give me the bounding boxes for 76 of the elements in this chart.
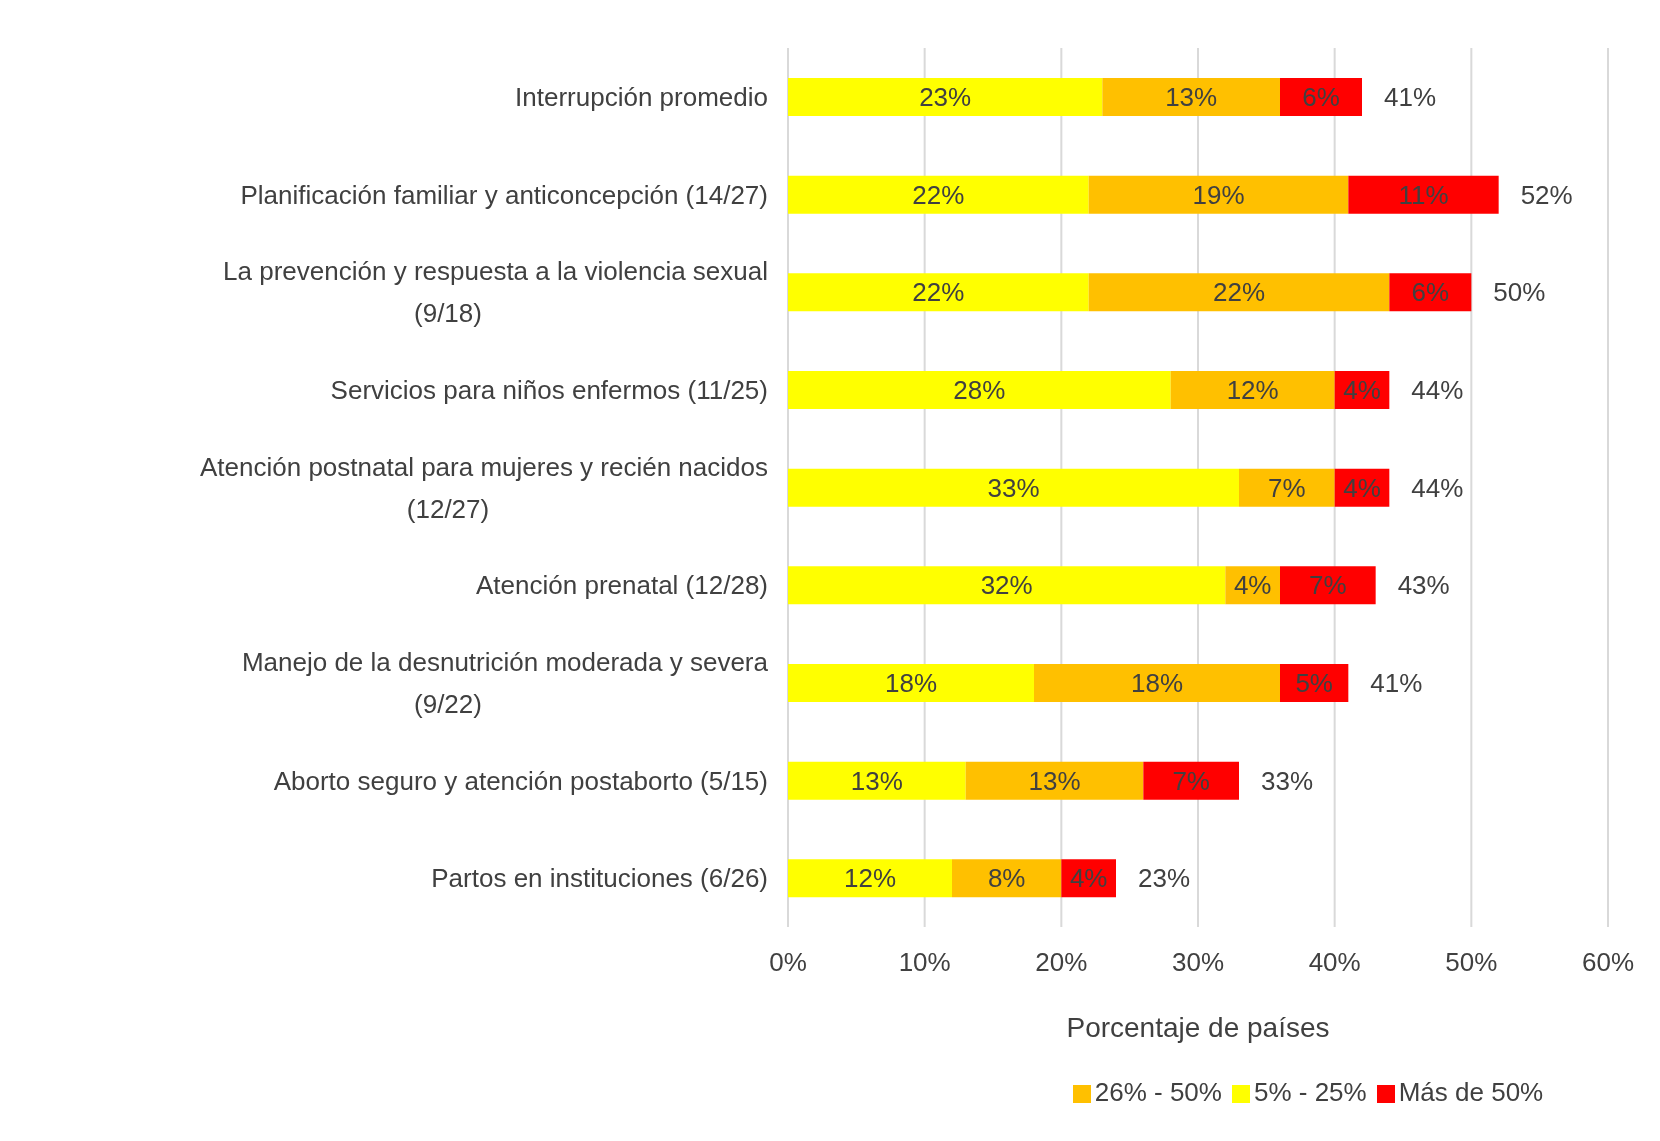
data-label: 4% — [1343, 375, 1381, 405]
y-tick-label: La prevención y respuesta a la violencia sexual (9/18) — [223, 256, 768, 329]
bar — [965, 761, 1144, 800]
data-label: 6% — [1411, 277, 1450, 308]
data-label: 22% — [912, 277, 965, 308]
y-tick-label: Atención prenatal (12/28) — [476, 570, 768, 601]
bar — [1170, 371, 1335, 409]
data-label: 4% — [1069, 863, 1108, 894]
total-label: 41% — [1384, 82, 1437, 112]
data-label: 22% — [912, 179, 965, 210]
bar — [1034, 664, 1280, 702]
data-label: 23% — [919, 82, 972, 112]
bar — [1143, 761, 1239, 800]
total-label: 44% — [1411, 375, 1464, 405]
data-label: 32% — [980, 570, 1033, 601]
bar — [788, 78, 1103, 116]
y-tick-label: Atención postnatal para mujeres y recién nacidos (12/27) — [200, 451, 768, 524]
data-label: 12% — [1226, 375, 1279, 405]
x-tick-label: 40% — [1308, 947, 1361, 978]
x-tick-label: 10% — [898, 947, 951, 978]
data-label: 13% — [850, 765, 903, 796]
total-label: 43% — [1397, 570, 1450, 601]
data-label: 6% — [1302, 82, 1340, 112]
bar — [788, 664, 1034, 702]
y-tick-label: Servicios para niños enfermos (11/25) — [330, 374, 768, 405]
x-tick-label: 50% — [1445, 947, 1498, 978]
data-label: 18% — [884, 668, 938, 698]
data-label: 7% — [1309, 570, 1347, 601]
data-label: 33% — [987, 472, 1040, 503]
bar — [1088, 273, 1390, 312]
x-tick-label: 60% — [1581, 947, 1635, 978]
bar — [788, 273, 1089, 312]
bar — [788, 761, 966, 800]
data-label: 4% — [1343, 472, 1381, 503]
y-tick-label: Interrupción promedio — [515, 81, 768, 112]
total-label: 41% — [1370, 668, 1423, 698]
bar — [1102, 78, 1280, 116]
bar — [788, 175, 1089, 214]
data-label: 19% — [1192, 179, 1245, 210]
legend-label: 5% - 25% — [1253, 1077, 1367, 1107]
bar — [952, 859, 1062, 898]
x-tick-label: 0% — [769, 947, 807, 978]
total-label: 50% — [1493, 277, 1546, 308]
y-tick-label: Planificación familiar y anticoncepción (14/27) — [240, 179, 768, 210]
bar — [1239, 468, 1335, 507]
data-label: 13% — [1028, 765, 1081, 796]
data-label: 11% — [1398, 179, 1449, 210]
data-label: 4% — [1233, 570, 1272, 601]
data-label: 13% — [1165, 82, 1218, 112]
data-label: 28% — [953, 375, 1006, 405]
data-label: 12% — [843, 863, 897, 894]
legend-label: Más de 50% — [1398, 1077, 1544, 1107]
data-label: 8% — [987, 863, 1026, 894]
bar — [788, 859, 952, 898]
bar — [1088, 175, 1349, 214]
x-tick-label: 20% — [1035, 947, 1088, 978]
bar — [788, 468, 1239, 507]
y-tick-label: Aborto seguro y atención postaborto (5/15) — [273, 765, 768, 796]
bar — [1280, 566, 1376, 605]
total-label: 44% — [1411, 472, 1464, 503]
legend-label: 26% - 50% — [1094, 1077, 1222, 1107]
data-label: 7% — [1172, 765, 1210, 796]
bar — [788, 566, 1226, 605]
total-label: 23% — [1138, 863, 1191, 894]
data-label: 22% — [1212, 277, 1266, 308]
x-axis-title: Porcentaje de países — [1066, 1012, 1330, 1043]
y-tick-label: Partos en instituciones (6/26) — [431, 863, 768, 894]
y-tick-label: Manejo de la desnutrición moderada y severa (9/22) — [241, 646, 769, 719]
bar — [788, 371, 1171, 409]
data-label: 5% — [1295, 668, 1333, 698]
total-label: 33% — [1261, 765, 1314, 796]
x-tick-label: 30% — [1171, 947, 1225, 978]
data-label: 18% — [1130, 668, 1184, 698]
bar — [1348, 175, 1499, 214]
total-label: 52% — [1520, 179, 1573, 210]
data-label: 7% — [1268, 472, 1306, 503]
